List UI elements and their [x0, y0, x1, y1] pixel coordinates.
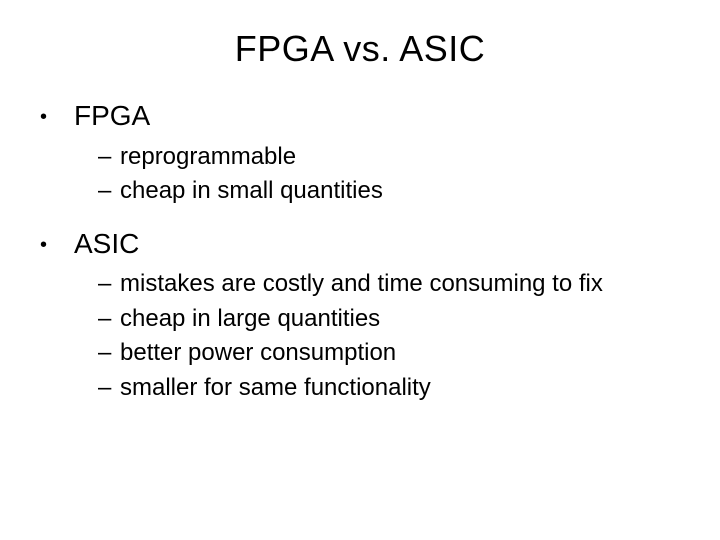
- sub-item-label: smaller for same functionality: [120, 372, 431, 404]
- bullet-icon: •: [40, 101, 74, 133]
- dash-icon: –: [98, 303, 120, 335]
- dash-icon: –: [98, 372, 120, 404]
- sub-item-label: better power consumption: [120, 337, 396, 369]
- sub-list-asic: – mistakes are costly and time consuming…: [40, 268, 690, 404]
- bullet-icon: •: [40, 229, 74, 261]
- sub-item: – cheap in large quantities: [98, 303, 690, 335]
- sub-item: – better power consumption: [98, 337, 690, 369]
- dash-icon: –: [98, 175, 120, 207]
- sub-item: – cheap in small quantities: [98, 175, 690, 207]
- sub-item: – reprogrammable: [98, 141, 690, 173]
- dash-icon: –: [98, 268, 120, 300]
- slide-title: FPGA vs. ASIC: [0, 0, 720, 88]
- slide: FPGA vs. ASIC • FPGA – reprogrammable – …: [0, 0, 720, 540]
- dash-icon: –: [98, 337, 120, 369]
- bullet-label: FPGA: [74, 94, 150, 139]
- sub-item-label: mistakes are costly and time consuming t…: [120, 268, 603, 300]
- bullet-label: ASIC: [74, 222, 139, 267]
- bullet-item-asic: • ASIC: [40, 222, 690, 267]
- dash-icon: –: [98, 141, 120, 173]
- sub-item-label: reprogrammable: [120, 141, 296, 173]
- sub-item: – mistakes are costly and time consuming…: [98, 268, 690, 300]
- sub-item-label: cheap in large quantities: [120, 303, 380, 335]
- sub-list-fpga: – reprogrammable – cheap in small quanti…: [40, 141, 690, 208]
- slide-content: • FPGA – reprogrammable – cheap in small…: [0, 94, 720, 404]
- bullet-item-fpga: • FPGA: [40, 94, 690, 139]
- sub-item-label: cheap in small quantities: [120, 175, 383, 207]
- sub-item: – smaller for same functionality: [98, 372, 690, 404]
